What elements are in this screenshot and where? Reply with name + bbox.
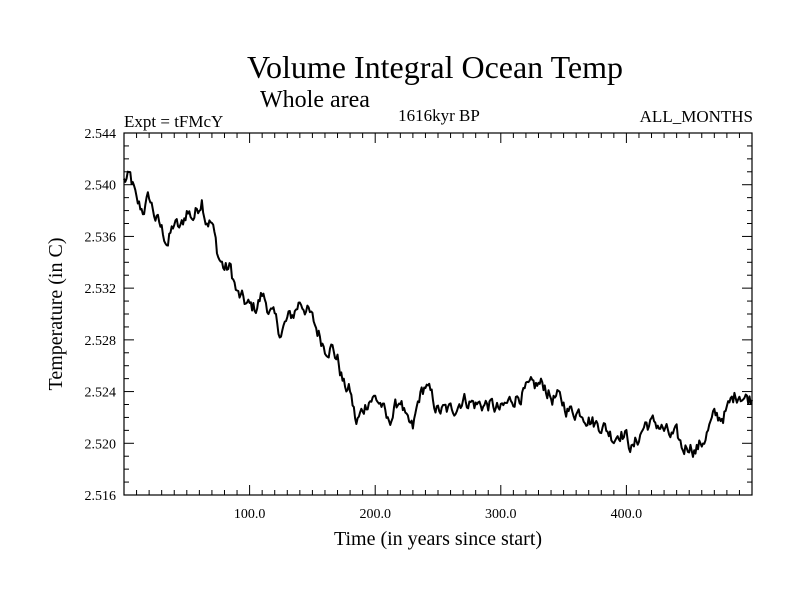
y-tick-label: 2.516 bbox=[85, 489, 117, 504]
chart-subtitle: Whole area bbox=[260, 87, 370, 113]
y-tick-label: 2.540 bbox=[85, 179, 117, 194]
y-tick-label: 2.528 bbox=[85, 334, 117, 349]
x-tick-label: 100.0 bbox=[234, 507, 266, 522]
y-tick-label: 2.532 bbox=[85, 282, 117, 297]
x-axis-label: Time (in years since start) bbox=[334, 528, 542, 550]
x-axis: 100.0 200.0 300.0 400.0 bbox=[136, 133, 740, 522]
x-tick-label: 200.0 bbox=[359, 507, 391, 522]
y-axis: 2.516 2.520 2.524 2.528 2.532 2.536 2.540 2.544 bbox=[85, 127, 752, 504]
experiment-label: Expt = tFMcY bbox=[124, 112, 223, 131]
y-tick-label: 2.524 bbox=[85, 386, 117, 401]
plot-frame bbox=[123, 132, 753, 496]
y-tick-label: 2.536 bbox=[85, 230, 117, 245]
temperature-series-line bbox=[123, 170, 753, 458]
months-label: ALL_MONTHS bbox=[640, 107, 753, 126]
y-axis-label: Temperature (in C) bbox=[45, 238, 67, 391]
period-label: 1616kyr BP bbox=[398, 106, 480, 125]
y-tick-label: 2.520 bbox=[85, 437, 117, 452]
chart-title: Volume Integral Ocean Temp bbox=[247, 49, 623, 85]
x-tick-label: 400.0 bbox=[611, 507, 643, 522]
x-tick-label: 300.0 bbox=[485, 507, 517, 522]
y-tick-label: 2.544 bbox=[85, 127, 117, 142]
